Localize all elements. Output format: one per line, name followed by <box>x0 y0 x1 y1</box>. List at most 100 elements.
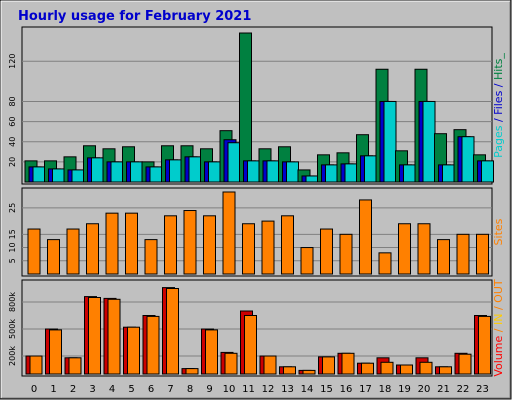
pages-bar-pages <box>149 166 163 183</box>
sites-bar-sites <box>222 191 236 275</box>
sites-bar-sites <box>261 220 275 275</box>
sites-bar-sites <box>320 228 333 275</box>
panel-volume: 200k 500k 800k Volume / IN / OUT <box>8 279 505 377</box>
volume-bar-out <box>439 366 452 375</box>
volume-legend-part: / <box>492 325 505 336</box>
sites-bar-sites <box>144 239 158 275</box>
x-tick-label: 0 <box>31 384 37 395</box>
volume-legend: Volume / IN / OUT <box>492 279 505 377</box>
chart-title: Hourly usage for February 2021 <box>18 9 251 24</box>
x-tick-label: 17 <box>359 384 372 395</box>
x-tick-label: 7 <box>167 384 173 395</box>
pages-legend: Pages / Files / Hits_ <box>492 53 505 158</box>
volume-bar-out <box>205 329 218 375</box>
volume-bar-out <box>283 366 296 375</box>
sites-bar-sites <box>47 239 60 275</box>
volume-bar-out <box>322 356 335 375</box>
x-tick-label: 20 <box>418 384 431 395</box>
pages-bar-pages <box>71 169 85 183</box>
x-tick-label: 11 <box>242 384 255 395</box>
volume-bar-out <box>88 297 101 375</box>
sites-bars <box>27 191 489 275</box>
volume-bars <box>25 287 491 375</box>
sites-bar-sites <box>456 233 470 275</box>
volume-bar-out <box>224 352 238 375</box>
x-tick-label: 14 <box>301 384 314 395</box>
pages-bar-pages <box>227 142 241 183</box>
x-tick-label: 13 <box>281 384 294 395</box>
pages-bar-pages <box>305 175 319 183</box>
x-tick-label: 2 <box>70 384 76 395</box>
volume-bar-out <box>49 329 62 375</box>
x-tick-label: 4 <box>109 384 115 395</box>
pages-bar-pages <box>364 155 377 183</box>
volume-bar-out <box>68 357 82 375</box>
pages-bar-pages <box>32 166 46 183</box>
volume-bar-out <box>107 298 121 375</box>
volume-bar-out <box>146 315 160 375</box>
x-tick-label: 21 <box>437 384 450 395</box>
pages-legend-part: Files <box>492 90 505 114</box>
pages-bar-pages <box>188 156 202 183</box>
pages-legend-part: / <box>492 115 505 126</box>
volume-bar-out <box>29 355 43 375</box>
sites-legend: Sites <box>492 218 505 245</box>
pages-bar-pages <box>130 161 143 183</box>
sites-bar-sites <box>417 223 431 275</box>
sites-bar-sites <box>105 212 119 275</box>
sites-bar-sites <box>125 212 138 275</box>
sites-bar-sites <box>281 215 294 275</box>
volume-bar-out <box>302 369 316 375</box>
pages-bar-pages <box>91 157 104 183</box>
sites-bar-sites <box>242 223 255 275</box>
pages-bar-pages <box>461 136 475 183</box>
pages-y-tick-label: 60 <box>8 117 17 127</box>
x-tick-label: 12 <box>262 384 275 395</box>
x-tick-label: 22 <box>457 384 470 395</box>
pages-legend-part: Hits <box>492 58 505 80</box>
sites-bar-sites <box>66 228 80 275</box>
volume-bar-out <box>166 288 179 375</box>
sites-bar-sites <box>164 215 177 275</box>
x-tick-label: 3 <box>89 384 95 395</box>
x-tick-label: 9 <box>206 384 212 395</box>
volume-y-tick-label: 200k <box>8 346 17 366</box>
pages-bar-pages <box>481 160 494 183</box>
sites-y-tick-label: 10 <box>8 242 17 252</box>
sites-bar-sites <box>27 228 41 275</box>
pages-bar-pages <box>286 161 299 183</box>
volume-bar-out <box>244 315 257 375</box>
pages-bar-pages <box>403 164 416 183</box>
volume-bar-out <box>458 353 472 375</box>
pages-y-tick-label: 80 <box>8 96 17 106</box>
pages-bar-pages <box>344 163 358 183</box>
pages-bars <box>24 32 494 183</box>
x-tick-label: 5 <box>128 384 134 395</box>
volume-bar-out <box>341 352 355 375</box>
volume-bar-out <box>380 361 394 375</box>
volume-bar-out <box>419 361 433 375</box>
volume-bar-out <box>185 368 199 375</box>
sites-bar-sites <box>437 239 450 275</box>
x-tick-label: 16 <box>340 384 353 395</box>
pages-bar-pages <box>208 161 221 183</box>
panel-pages: 20 40 60 80 120 Pages / Files / Hits_ <box>8 26 505 185</box>
pages-bar-pages <box>383 100 397 183</box>
x-tick-label: 15 <box>320 384 333 395</box>
volume-bar-out <box>400 364 413 375</box>
volume-y-tick-label: 800k <box>8 292 17 312</box>
sites-bar-sites <box>300 247 314 275</box>
sites-bar-sites <box>203 215 216 275</box>
sites-bar-sites <box>86 223 99 275</box>
volume-legend-part: Volume <box>492 335 505 376</box>
x-tick-label: 6 <box>148 384 154 395</box>
sites-bar-sites <box>378 252 392 275</box>
pages-bar-pages <box>247 160 260 183</box>
pages-bar-pages <box>266 160 280 183</box>
x-tick-label: 1 <box>50 384 56 395</box>
volume-bar-out <box>361 362 374 375</box>
volume-legend-part: OUT <box>492 279 505 303</box>
pages-bar-pages <box>325 164 338 183</box>
x-tick-label: 8 <box>187 384 193 395</box>
